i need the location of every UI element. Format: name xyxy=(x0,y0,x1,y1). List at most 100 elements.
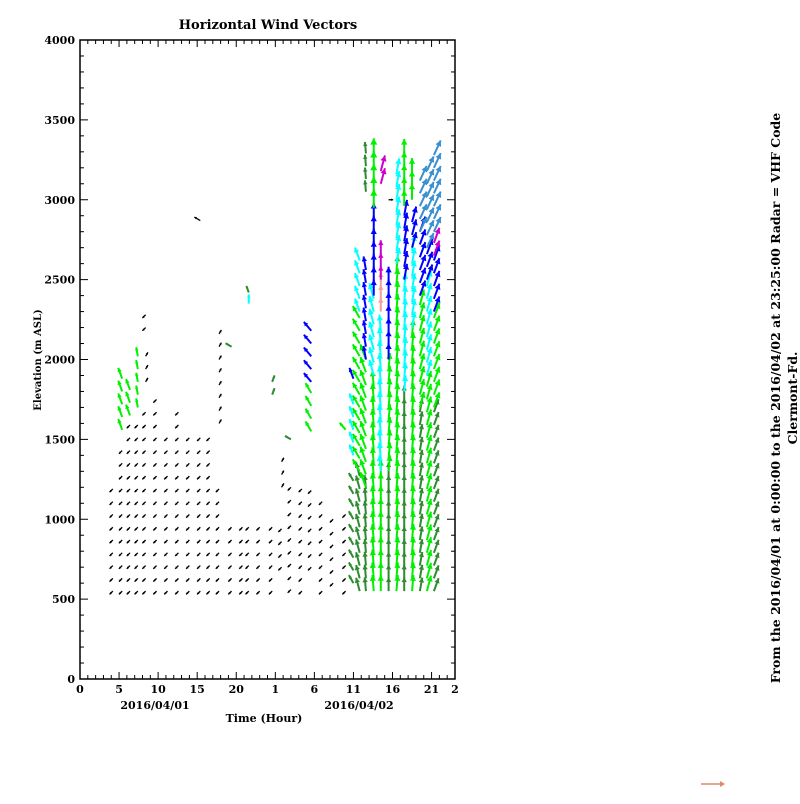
wind-vector xyxy=(361,269,367,283)
wind-vector xyxy=(385,513,392,528)
wind-vector xyxy=(432,353,441,370)
reference-arrow xyxy=(701,781,725,787)
wind-vector xyxy=(401,449,407,464)
wind-vector xyxy=(227,590,233,595)
wind-vector xyxy=(134,552,139,557)
vector-head xyxy=(348,511,352,515)
wind-vector xyxy=(141,552,147,557)
vector-head xyxy=(435,204,442,211)
vector-head xyxy=(419,366,426,373)
vector-head xyxy=(395,183,402,190)
wind-vector xyxy=(401,436,407,451)
vector-head xyxy=(268,540,272,544)
vector-head xyxy=(418,577,425,583)
vector-head xyxy=(239,591,242,595)
wind-vector xyxy=(318,577,323,583)
vector-head xyxy=(278,568,281,571)
wind-vector xyxy=(401,513,407,528)
vector-head xyxy=(342,591,345,595)
vector-head xyxy=(434,315,441,322)
wind-vector xyxy=(126,590,131,595)
wind-vector xyxy=(368,346,375,363)
vector-head xyxy=(215,540,219,544)
wind-vector xyxy=(361,256,367,271)
wind-vector xyxy=(432,391,441,408)
vector-head xyxy=(428,233,435,240)
vector-head xyxy=(428,156,435,163)
wind-vector xyxy=(378,284,384,299)
vector-head xyxy=(426,321,433,328)
vector-head xyxy=(153,425,156,429)
vector-head xyxy=(359,395,366,402)
vector-head xyxy=(426,422,433,429)
wind-vector xyxy=(362,538,368,553)
wind-vector xyxy=(218,329,222,335)
wind-vector xyxy=(401,423,407,438)
wind-vector xyxy=(118,526,123,531)
wind-vector xyxy=(318,526,323,531)
vector-head xyxy=(206,502,209,505)
wind-vector xyxy=(185,437,190,442)
wind-vector xyxy=(152,526,158,531)
vector-head xyxy=(426,283,433,290)
wind-vector xyxy=(432,475,440,490)
vector-head xyxy=(402,250,410,258)
vector-head xyxy=(318,566,322,569)
wind-vector xyxy=(401,138,408,156)
vector-head xyxy=(362,539,368,545)
vector-head xyxy=(219,419,222,422)
wind-vector xyxy=(126,488,131,493)
wind-vector xyxy=(218,355,222,360)
wind-vector xyxy=(163,513,168,519)
vector-head xyxy=(434,437,440,444)
vector-head xyxy=(153,476,156,480)
vector-head xyxy=(142,476,145,480)
vector-head xyxy=(228,579,231,582)
wind-vector xyxy=(432,296,441,312)
vector-head xyxy=(153,579,156,582)
vector-head xyxy=(268,528,272,531)
vector-head xyxy=(419,379,426,386)
vector-head xyxy=(401,423,407,429)
wind-vector xyxy=(410,247,417,264)
vector-head xyxy=(434,463,440,469)
wind-vector xyxy=(354,539,361,554)
vector-head xyxy=(175,553,178,557)
wind-vector xyxy=(388,198,394,201)
vector-head xyxy=(134,502,137,505)
wind-vector xyxy=(205,450,211,455)
vector-head xyxy=(427,251,434,259)
vector-head xyxy=(352,382,358,389)
x-tick-label: 16 xyxy=(385,683,401,696)
vector-head xyxy=(268,553,272,557)
vector-head xyxy=(134,425,137,429)
vector-head xyxy=(426,498,433,506)
wind-vector xyxy=(287,589,292,594)
vector-head xyxy=(153,400,156,403)
vector-head xyxy=(428,169,435,176)
wind-vector xyxy=(185,539,190,544)
wind-vector xyxy=(174,424,179,429)
wind-vector xyxy=(126,450,131,455)
wind-vector xyxy=(378,253,384,267)
wind-vector xyxy=(425,536,433,554)
wind-vector xyxy=(196,501,201,506)
vector-head xyxy=(418,462,425,468)
vector-head xyxy=(426,359,433,367)
wind-vector xyxy=(318,552,323,557)
wind-vector xyxy=(126,577,131,583)
vector-head xyxy=(362,500,368,506)
vector-head xyxy=(197,591,200,595)
wind-vector xyxy=(109,565,114,570)
vector-head xyxy=(219,393,222,397)
wind-vector xyxy=(205,513,211,519)
vector-head xyxy=(395,222,402,229)
vector-head xyxy=(354,260,360,266)
wind-vector xyxy=(395,158,402,175)
wind-vector xyxy=(152,577,158,583)
vector-head xyxy=(352,433,358,440)
vector-head xyxy=(342,579,345,582)
vector-head xyxy=(395,247,402,254)
wind-vector xyxy=(347,485,355,495)
vector-head xyxy=(186,451,189,454)
